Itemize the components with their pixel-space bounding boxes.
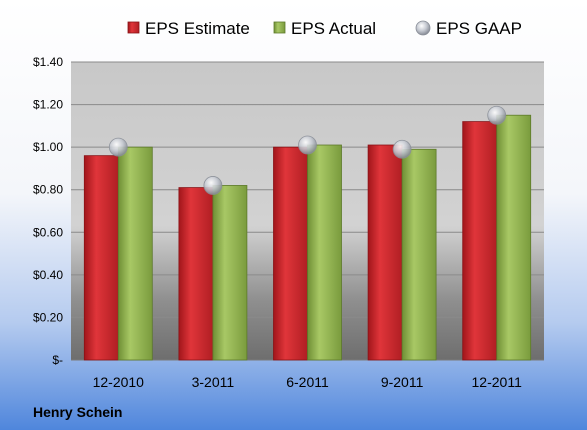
gaap-markers: [108, 105, 507, 195]
bar-eps-estimate: [367, 144, 403, 361]
bar-eps-actual: [212, 185, 248, 361]
legend: EPS Estimate EPS Actual EPS GAAP: [127, 19, 522, 38]
x-tick-label: 3-2011: [192, 374, 235, 390]
bar-eps-estimate: [178, 187, 214, 361]
footer-label: Henry Schein: [33, 404, 122, 420]
bar-eps-estimate: [83, 155, 119, 361]
legend-label: EPS GAAP: [436, 19, 522, 38]
legend-swatch: [127, 21, 140, 34]
bar-eps-actual: [496, 114, 532, 361]
x-tick-label: 12-2010: [93, 374, 145, 390]
y-axis-tick-labels: $- $0.20 $0.40 $0.60 $0.80 $1.00 $1.20 $1.40: [33, 55, 63, 367]
x-tick-label: 12-2011: [472, 374, 523, 390]
bar-eps-actual: [401, 148, 437, 361]
legend-label: EPS Actual: [291, 19, 376, 38]
legend-swatch: [415, 20, 431, 36]
y-tick-label: $0.40: [33, 268, 63, 282]
gaap-marker: [298, 135, 317, 155]
legend-label: EPS Estimate: [145, 19, 250, 38]
bar-eps-estimate: [273, 146, 308, 361]
bar-eps-estimate: [462, 121, 498, 361]
x-axis-tick-labels: 12-2010 3-2011 6-2011 9-2011 12-2011: [93, 374, 522, 390]
bar-eps-actual: [307, 144, 342, 361]
y-tick-label: $1.00: [33, 140, 63, 154]
y-tick-label: $1.40: [33, 55, 63, 69]
y-tick-label: $0.80: [33, 183, 63, 197]
y-tick-label: $0.20: [33, 310, 63, 324]
gaap-marker: [487, 105, 507, 125]
gaap-marker: [203, 176, 223, 195]
gaap-marker: [108, 137, 128, 157]
bars: [83, 114, 532, 361]
y-tick-label: $0.60: [33, 225, 63, 239]
y-tick-label: $1.20: [33, 98, 63, 112]
bar-eps-actual: [117, 146, 153, 361]
y-tick-label: $-: [52, 353, 63, 367]
x-tick-label: 6-2011: [286, 374, 329, 390]
gaap-marker: [392, 139, 412, 159]
x-tick-label: 9-2011: [381, 374, 424, 390]
legend-swatch: [273, 21, 286, 34]
